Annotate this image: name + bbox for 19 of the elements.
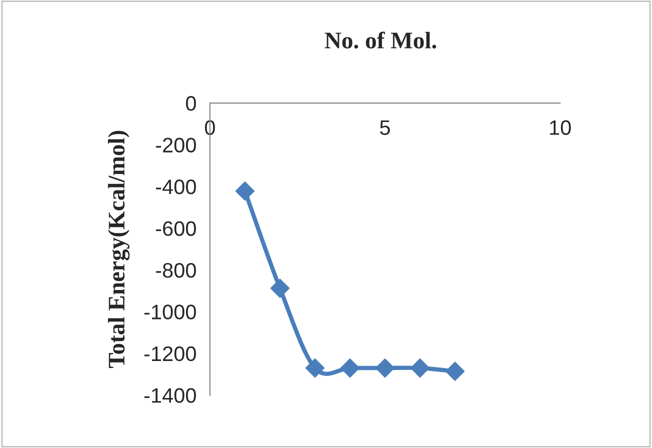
y-tick-label: -200 <box>156 138 196 153</box>
y-tick-label: -400 <box>156 179 196 194</box>
point <box>340 358 360 378</box>
point <box>235 182 254 201</box>
y-tick-label: -800 <box>156 262 196 278</box>
y-tick-label: -600 <box>156 221 196 236</box>
y-tick-label: -1000 <box>144 304 196 320</box>
point <box>270 278 290 298</box>
point <box>410 358 430 378</box>
chart-title: No. of Mol. <box>324 32 436 49</box>
y-tick-label: -1400 <box>144 388 196 403</box>
point <box>445 362 465 381</box>
x-tick-label: 10 <box>550 120 571 136</box>
y-axis-title: Total Energy(Kcal/mol) <box>108 130 130 368</box>
x-tick-label: 5 <box>380 120 390 136</box>
point <box>305 358 325 378</box>
y-tick-label: 0 <box>186 96 196 111</box>
y-tick-label: -1200 <box>144 346 196 362</box>
point <box>375 358 395 378</box>
